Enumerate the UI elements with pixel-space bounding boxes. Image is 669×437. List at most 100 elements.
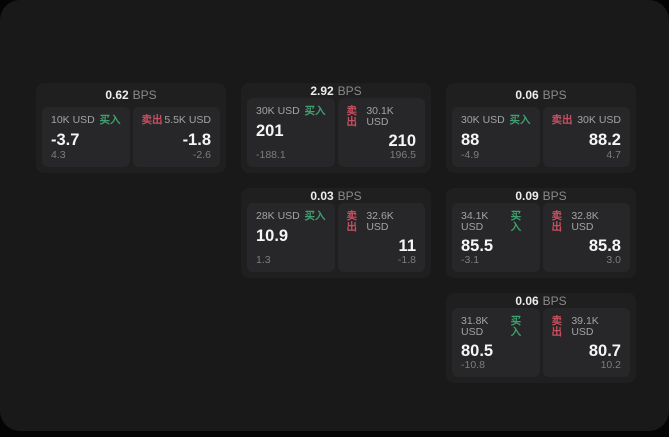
buy-price: 80.5 [461,342,494,360]
card-header: 0.06 BPS [446,293,636,308]
sell-quote-tile[interactable]: 卖出 30K USD 88.2 4.7 [542,107,630,167]
bps-unit-label: BPS [337,188,362,203]
sell-notional: 30.1K USD [366,105,394,128]
card-header: 0.09 BPS [446,188,636,203]
sell-side-label: 卖出 [551,114,573,126]
bps-value: 0.09 [515,188,539,203]
quote-card: 0.62 BPS 10K USD 买入 -3.7 4.3 卖出 5.5K USD… [36,83,226,173]
sell-side-label: 卖出 [346,105,358,128]
buy-tile-header: 28K USD 买入 [256,211,326,222]
buy-tile-header: 10K USD 买入 [51,115,121,126]
buy-quote-tile[interactable]: 10K USD 买入 -3.7 4.3 [42,107,130,167]
sell-tile-header: 卖出 30K USD [552,115,622,126]
sell-tile-header: 卖出 39.1K USD [552,316,622,337]
quote-grid: 0.62 BPS 10K USD 买入 -3.7 4.3 卖出 5.5K USD… [36,83,636,383]
sell-quote-tile[interactable]: 卖出 32.8K USD 85.8 3.0 [542,203,630,272]
buy-side-label: 买入 [99,114,121,126]
buy-change: -188.1 [256,148,286,161]
buy-tile-header: 30K USD 买入 [461,115,531,126]
sell-tile-header: 卖出 32.8K USD [552,211,622,232]
sell-quote-tile[interactable]: 卖出 5.5K USD -1.8 -2.6 [132,107,220,167]
card-header: 2.92 BPS [241,83,431,98]
buy-change: 1.3 [256,253,271,266]
sell-quote-tile[interactable]: 卖出 39.1K USD 80.7 10.2 [542,308,630,377]
sell-tile-header: 卖出 5.5K USD [142,115,212,126]
buy-notional: 30K USD [461,114,505,126]
buy-price: 85.5 [461,237,494,255]
sell-side-label: 卖出 [551,315,563,338]
bps-value: 0.06 [515,88,539,102]
buy-quote-tile[interactable]: 30K USD 买入 88 -4.9 [452,107,540,167]
buy-notional: 28K USD [256,210,300,222]
buy-notional: 34.1K USD [461,210,489,233]
quote-tiles: 30K USD 买入 201 -188.1 卖出 30.1K USD 210 1… [241,98,431,173]
sell-side-label: 卖出 [551,210,563,233]
sell-tile-header: 卖出 32.6K USD [347,211,417,232]
bps-value: 2.92 [310,83,334,98]
card-header: 0.62 BPS [36,83,226,107]
sell-change: 10.2 [600,358,621,371]
bps-unit-label: BPS [542,293,567,308]
sell-notional: 30K USD [577,114,621,126]
buy-change: 4.3 [51,148,66,161]
buy-change: -3.1 [461,253,480,266]
sell-side-label: 卖出 [346,210,358,233]
sell-notional: 32.8K USD [571,210,599,233]
quote-tiles: 34.1K USD 买入 85.5 -3.1 卖出 32.8K USD 85.8… [446,203,636,278]
sell-tile-header: 卖出 30.1K USD [347,106,417,127]
sell-notional: 5.5K USD [164,114,211,126]
buy-change: -4.9 [461,148,480,161]
bps-unit-label: BPS [337,83,362,98]
buy-side-label: 买入 [304,210,326,222]
sell-price: 210 [388,132,416,150]
bps-unit-label: BPS [542,88,567,102]
buy-notional: 31.8K USD [461,315,489,338]
sell-price: -1.8 [182,130,211,149]
sell-change: 4.7 [606,148,621,161]
sell-price: 11 [398,237,416,255]
quote-card: 2.92 BPS 30K USD 买入 201 -188.1 卖出 30.1K … [241,83,431,173]
buy-price: 10.9 [256,226,289,245]
sell-quote-tile[interactable]: 卖出 32.6K USD 11 -1.8 [337,203,425,272]
sell-quote-tile[interactable]: 卖出 30.1K USD 210 196.5 [337,98,425,167]
sell-price: 85.8 [588,237,621,255]
buy-quote-tile[interactable]: 28K USD 买入 10.9 1.3 [247,203,335,272]
quote-tiles: 30K USD 买入 88 -4.9 卖出 30K USD 88.2 4.7 [446,107,636,173]
quote-card: 0.09 BPS 34.1K USD 买入 85.5 -3.1 卖出 32.8K… [446,188,636,278]
quote-card: 0.03 BPS 28K USD 买入 10.9 1.3 卖出 32.6K US… [241,188,431,278]
buy-side-label: 买入 [510,210,522,233]
quote-tiles: 31.8K USD 买入 80.5 -10.8 卖出 39.1K USD 80.… [446,308,636,383]
sell-change: 196.5 [389,148,416,161]
card-header: 0.06 BPS [446,83,636,107]
buy-tile-header: 31.8K USD 买入 [461,316,531,337]
buy-quote-tile[interactable]: 34.1K USD 买入 85.5 -3.1 [452,203,540,272]
buy-notional: 30K USD [256,105,300,117]
sell-notional: 39.1K USD [571,315,599,338]
sell-change: 3.0 [606,253,621,266]
bps-unit-label: BPS [132,88,157,102]
sell-change: -2.6 [192,148,211,161]
buy-side-label: 买入 [510,315,522,338]
buy-price: -3.7 [51,130,80,149]
quote-tiles: 28K USD 买入 10.9 1.3 卖出 32.6K USD 11 -1.8 [241,203,431,278]
card-header: 0.03 BPS [241,188,431,203]
sell-change: -1.8 [397,253,416,266]
buy-change: -10.8 [461,358,485,371]
quote-tiles: 10K USD 买入 -3.7 4.3 卖出 5.5K USD -1.8 -2.… [36,107,226,173]
buy-price: 88 [461,130,480,149]
sell-price: 88.2 [588,130,621,149]
bps-unit-label: BPS [542,188,567,203]
buy-quote-tile[interactable]: 31.8K USD 买入 80.5 -10.8 [452,308,540,377]
quote-card: 0.06 BPS 30K USD 买入 88 -4.9 卖出 30K USD 8… [446,83,636,173]
buy-notional: 10K USD [51,114,95,126]
buy-side-label: 买入 [509,114,531,126]
buy-tile-header: 34.1K USD 买入 [461,211,531,232]
buy-tile-header: 30K USD 买入 [256,106,326,117]
buy-side-label: 买入 [304,105,326,117]
bps-value: 0.06 [515,293,539,308]
bps-value: 0.03 [310,188,334,203]
bps-value: 0.62 [105,88,129,102]
buy-quote-tile[interactable]: 30K USD 买入 201 -188.1 [247,98,335,167]
buy-price: 201 [256,121,284,140]
quote-card: 0.06 BPS 31.8K USD 买入 80.5 -10.8 卖出 39.1… [446,293,636,383]
